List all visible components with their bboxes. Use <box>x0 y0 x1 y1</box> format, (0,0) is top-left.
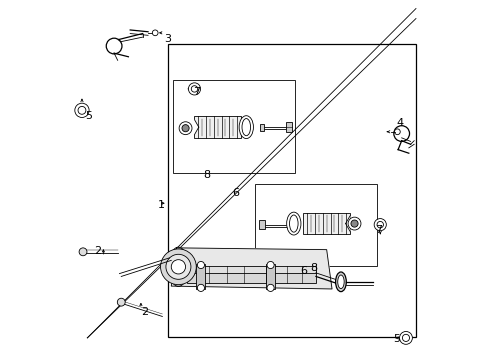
Circle shape <box>373 219 386 231</box>
Bar <box>258 220 264 229</box>
Ellipse shape <box>335 272 346 292</box>
Bar <box>187 270 315 283</box>
Ellipse shape <box>289 215 298 232</box>
Bar <box>303 213 349 234</box>
Circle shape <box>191 86 197 92</box>
Polygon shape <box>171 248 331 289</box>
Circle shape <box>350 220 357 227</box>
Circle shape <box>347 217 360 230</box>
Circle shape <box>179 122 192 135</box>
Text: 6: 6 <box>299 266 306 276</box>
Ellipse shape <box>168 247 188 287</box>
Bar <box>194 116 241 138</box>
Circle shape <box>266 261 274 269</box>
Circle shape <box>197 284 204 292</box>
Bar <box>255 184 376 266</box>
Circle shape <box>376 221 383 228</box>
Polygon shape <box>194 120 198 135</box>
Ellipse shape <box>171 251 185 283</box>
Circle shape <box>117 298 125 306</box>
Bar <box>260 123 263 131</box>
Ellipse shape <box>337 275 344 289</box>
Circle shape <box>106 38 122 54</box>
Polygon shape <box>345 216 349 231</box>
Text: 2: 2 <box>94 247 102 256</box>
Bar <box>265 264 274 289</box>
Text: 4: 4 <box>395 118 403 128</box>
Circle shape <box>182 125 189 132</box>
Circle shape <box>152 30 158 36</box>
Circle shape <box>79 248 87 256</box>
Text: 5: 5 <box>392 334 399 344</box>
Bar <box>187 266 315 273</box>
Text: 7: 7 <box>192 87 200 98</box>
Text: 7: 7 <box>374 225 381 235</box>
Text: 6: 6 <box>232 188 239 198</box>
Circle shape <box>266 284 274 292</box>
Bar <box>173 80 294 173</box>
Circle shape <box>197 261 204 269</box>
Circle shape <box>160 249 196 285</box>
Ellipse shape <box>239 116 253 139</box>
Text: 8: 8 <box>310 262 317 273</box>
Text: 2: 2 <box>141 307 148 317</box>
Circle shape <box>75 103 89 117</box>
Bar <box>196 264 205 289</box>
Ellipse shape <box>286 212 300 235</box>
Circle shape <box>78 107 86 114</box>
Circle shape <box>171 260 185 274</box>
Text: 5: 5 <box>85 111 92 121</box>
Text: 3: 3 <box>164 34 171 44</box>
Ellipse shape <box>242 118 250 136</box>
Text: 8: 8 <box>203 170 210 180</box>
Bar <box>167 44 415 337</box>
Text: 1: 1 <box>158 200 165 210</box>
Circle shape <box>165 254 190 279</box>
Bar <box>287 221 290 228</box>
Circle shape <box>394 129 400 135</box>
Bar <box>285 122 291 132</box>
Circle shape <box>402 334 408 342</box>
Circle shape <box>393 126 408 141</box>
Circle shape <box>188 83 200 95</box>
Circle shape <box>399 332 411 344</box>
